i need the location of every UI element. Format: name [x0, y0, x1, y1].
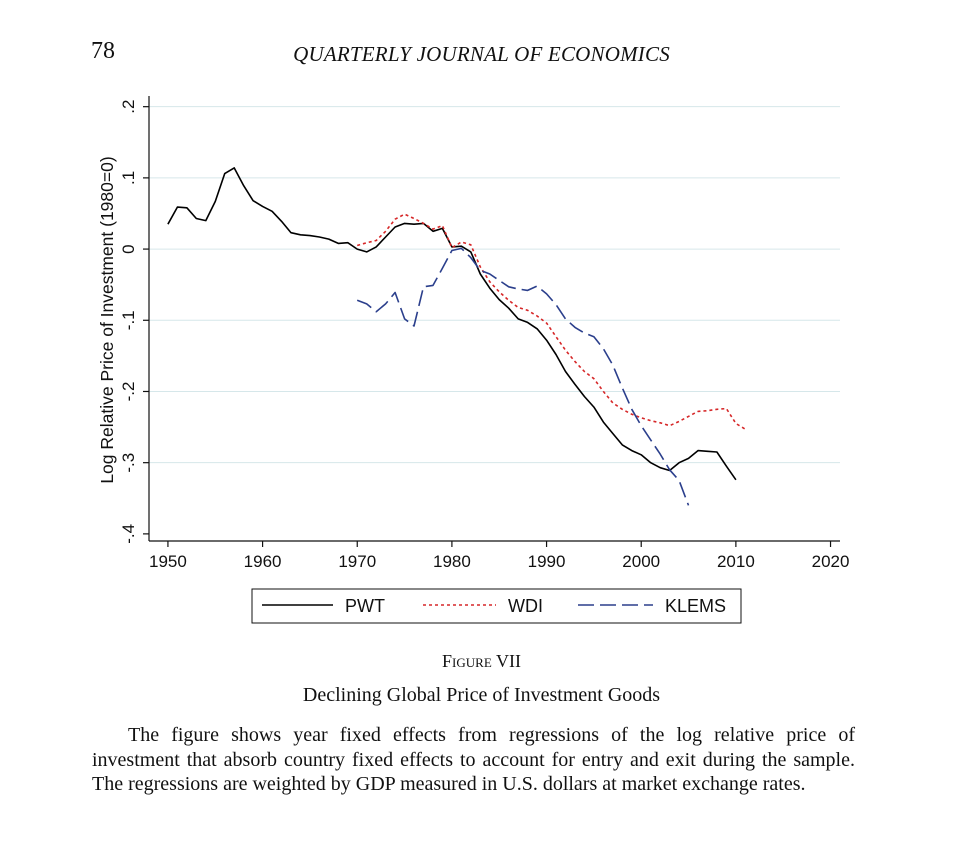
running-head: QUARTERLY JOURNAL OF ECONOMICS — [293, 42, 670, 66]
series-line-wdi — [356, 213, 746, 430]
y-tick-label-4: 0 — [119, 244, 138, 253]
line-chart: -.4 -.3 -.2 -.1 0 .1 .2 1950 1960 1970 1980 1990 200… — [97, 96, 849, 624]
x-tick-label-0: 1950 — [149, 552, 187, 571]
axes: -.4 -.3 -.2 -.1 0 .1 .2 1950 1960 1970 1980 1990 200… — [119, 96, 849, 571]
x-tick-label-3: 1980 — [433, 552, 471, 571]
legend-label-klems: KLEMS — [665, 596, 726, 616]
y-tick-label-5: .1 — [119, 171, 138, 185]
x-tick-label-6: 2010 — [717, 552, 755, 571]
legend: PWT WDI KLEMS — [251, 588, 742, 624]
figure-caption: The figure shows year fixed effects from… — [92, 724, 855, 795]
x-tick-label-2: 1970 — [338, 552, 376, 571]
figure-title: Declining Global Price of Investment Goo… — [302, 684, 661, 706]
figure-label: Figure VII — [0, 651, 963, 672]
legend-box — [251, 588, 742, 624]
page-number: 78 — [91, 38, 115, 64]
y-tick-label-3: -.1 — [119, 310, 138, 330]
figure-label-word: Figure — [442, 651, 492, 671]
x-tick-label-5: 2000 — [622, 552, 660, 571]
legend-label-pwt: PWT — [345, 596, 385, 616]
x-tick-label-4: 1990 — [528, 552, 566, 571]
x-tick-label-7: 2020 — [812, 552, 850, 571]
y-tick-label-6: .2 — [119, 100, 138, 114]
figure-label-number: VII — [495, 651, 521, 671]
gridlines — [149, 106, 840, 464]
series-line-pwt — [167, 167, 737, 481]
y-axis-label: Log Relative Price of Investment (1980=0… — [97, 156, 117, 483]
legend-label-wdi: WDI — [508, 596, 543, 616]
x-tick-label-1: 1960 — [244, 552, 282, 571]
y-tick-label-2: -.2 — [119, 382, 138, 402]
series-line-klems — [356, 247, 690, 506]
y-tick-label-0: -.4 — [119, 524, 138, 544]
series-group — [167, 167, 746, 506]
y-tick-label-1: -.3 — [119, 453, 138, 473]
